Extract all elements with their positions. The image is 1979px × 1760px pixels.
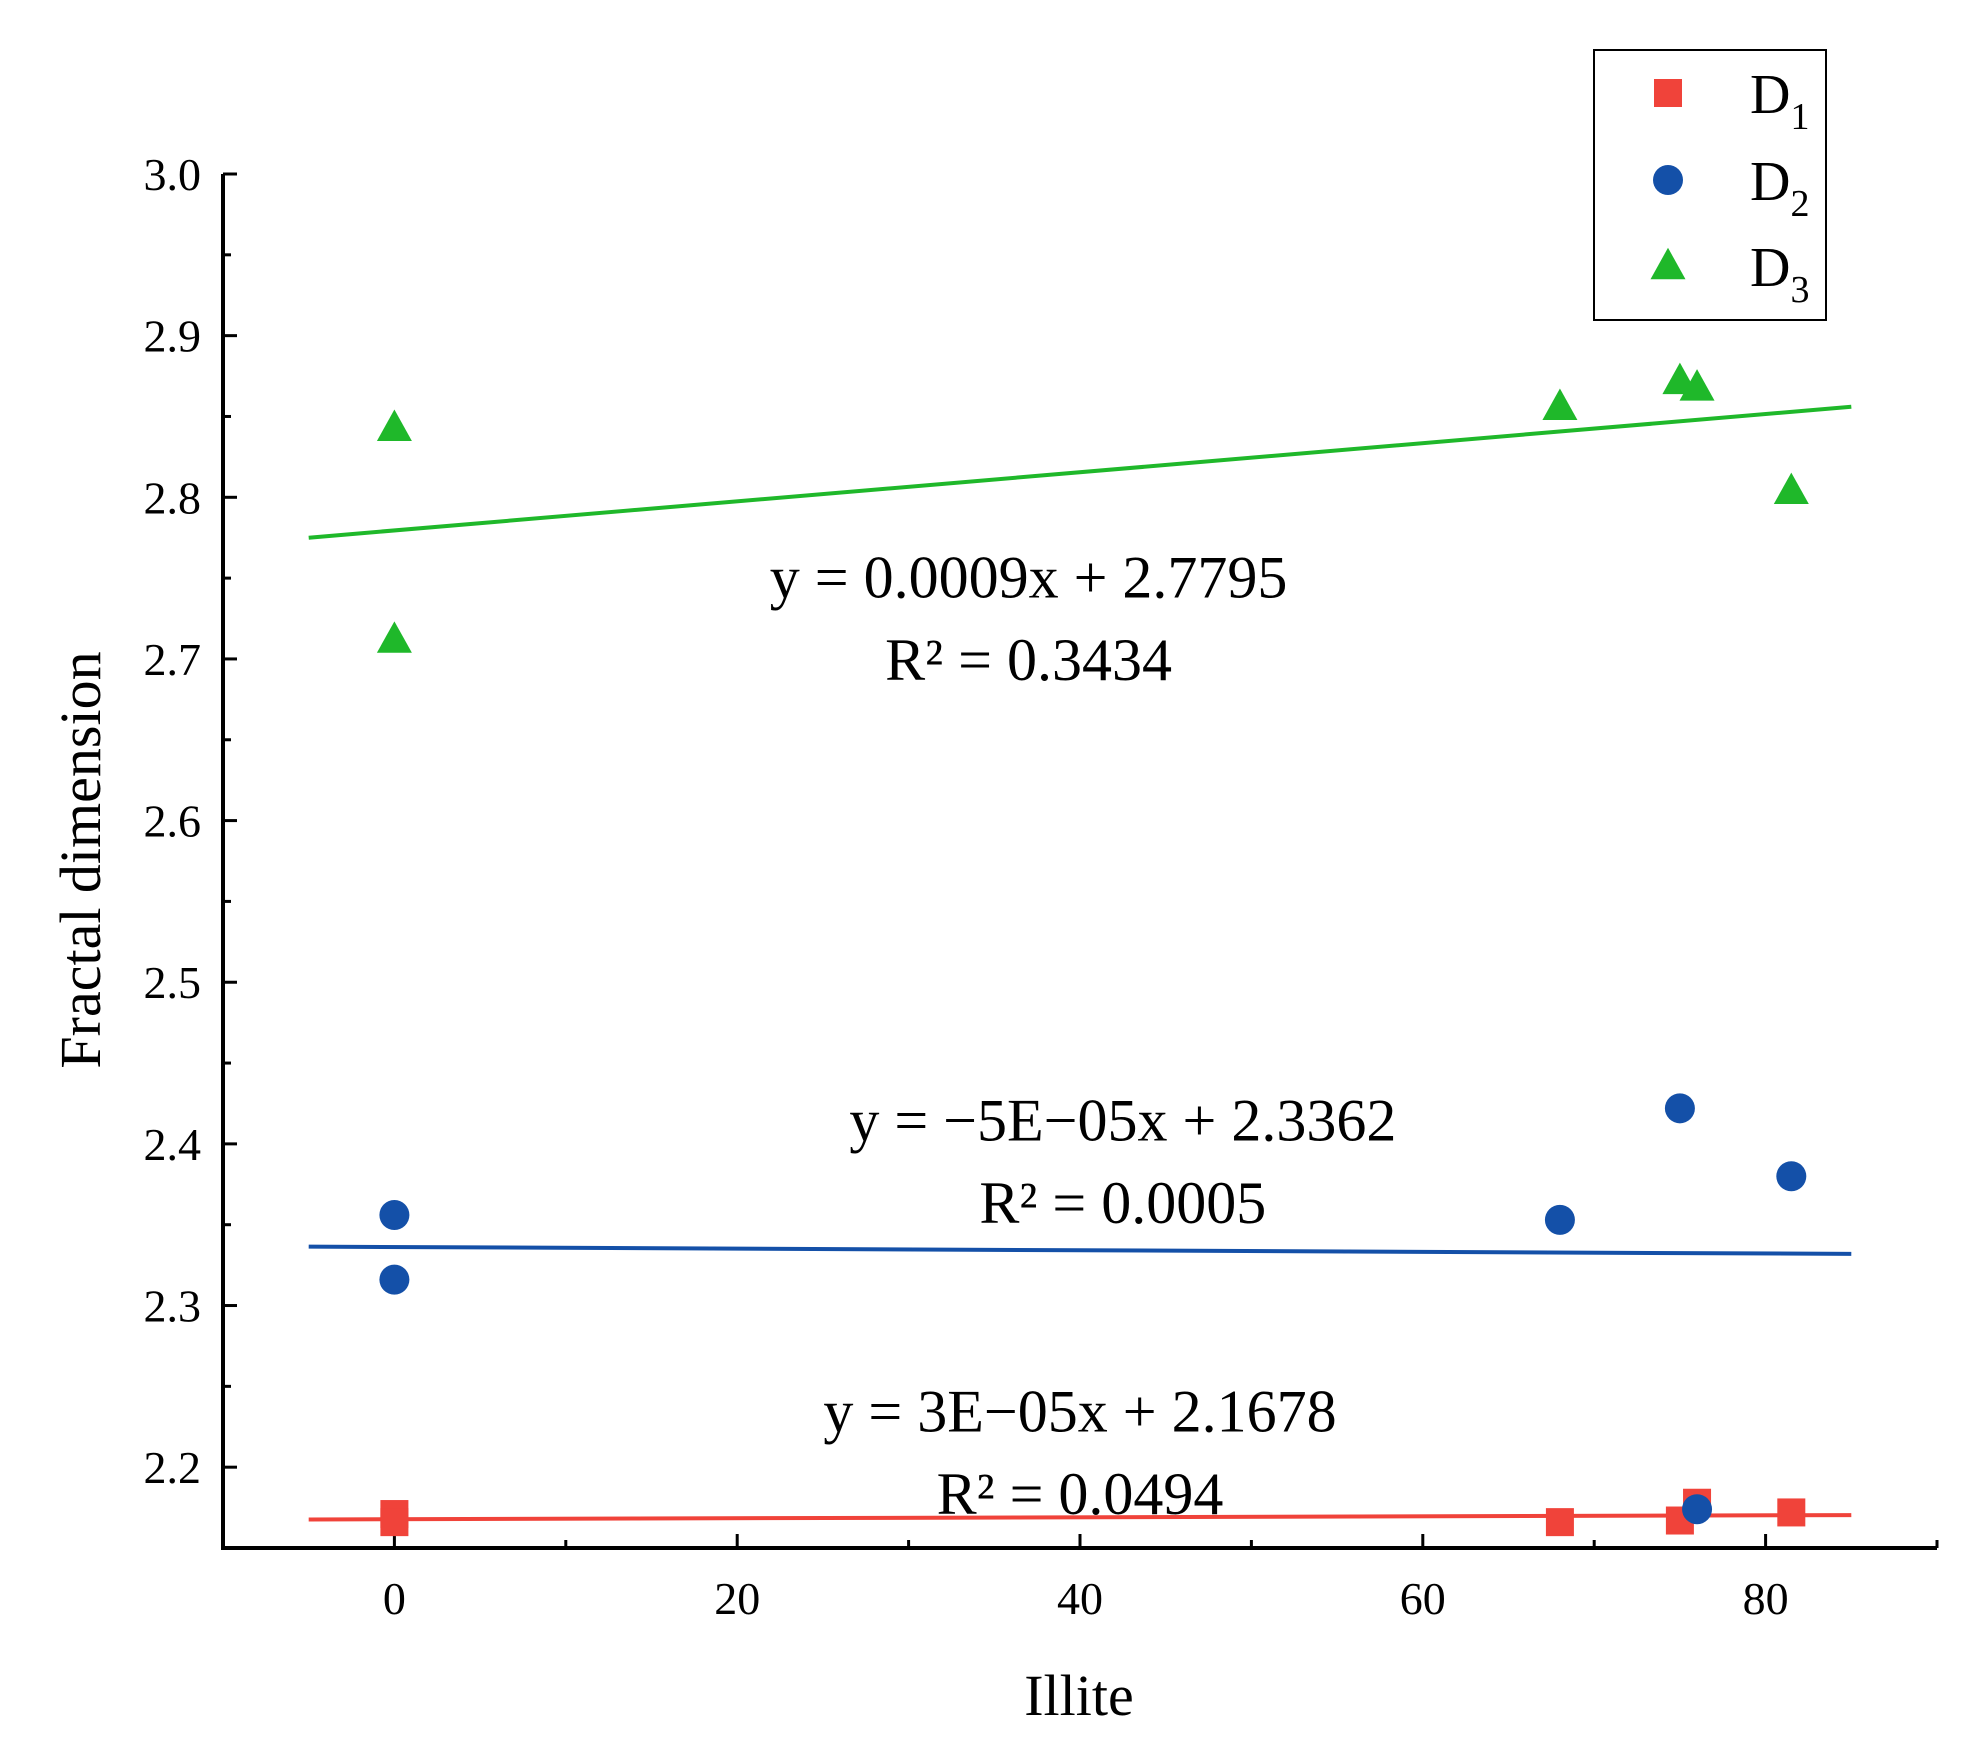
legend-marker-d1 (1654, 79, 1682, 107)
point-d3 (1542, 388, 1578, 421)
fit-equation-d3: y = 0.0009x + 2.7795 (770, 545, 1288, 611)
legend-subscript: 1 (1790, 96, 1809, 138)
legend-marker-d3 (1650, 247, 1686, 280)
fit-line-d2 (308, 1244, 1852, 1256)
fit-equation-d1: y = 3E−05x + 2.1678 (823, 1379, 1336, 1445)
point-d2 (379, 1264, 410, 1295)
y-tick-label: 2.5 (144, 957, 202, 1008)
x-ticks: 0 20 40 60 80 (383, 1534, 1939, 1624)
x-tick-label: 60 (1400, 1573, 1446, 1624)
point-d3 (376, 621, 412, 653)
x-tick-label: 0 (383, 1573, 406, 1624)
y-tick-label: 2.9 (144, 311, 202, 362)
fit-r2-d2: R² = 0.0005 (979, 1170, 1266, 1236)
fit-lines (308, 404, 1852, 1522)
point-d2 (1544, 1204, 1575, 1235)
point-d3 (1773, 472, 1809, 505)
fit-line-d1 (308, 1513, 1852, 1522)
fit-equation-d2: y = −5E−05x + 2.3362 (849, 1088, 1396, 1154)
point-d1 (380, 1508, 409, 1537)
y-tick-label: 2.2 (144, 1442, 202, 1493)
x-tick-label: 80 (1743, 1573, 1789, 1624)
point-d1 (1545, 1508, 1574, 1537)
fit-line-d3 (308, 404, 1852, 540)
y-tick-label: 2.8 (144, 472, 202, 523)
legend-box (1593, 49, 1827, 321)
legend-subscript: 3 (1790, 269, 1809, 311)
point-d2 (379, 1200, 410, 1231)
point-d2 (1776, 1161, 1807, 1192)
y-tick-label: 2.4 (144, 1119, 202, 1170)
legend-label-d2: D2 (1750, 151, 1809, 225)
fit-r2-d1: R² = 0.0494 (937, 1461, 1224, 1527)
y-ticks: 2.2 2.3 2.4 2.5 2.6 2.7 2.8 2.9 3.0 (144, 149, 237, 1493)
legend-subscript: 2 (1790, 183, 1809, 225)
point-d2 (1664, 1093, 1695, 1124)
y-tick-label: 3.0 (144, 149, 202, 200)
x-tick-label: 20 (714, 1573, 760, 1624)
point-d3 (376, 409, 412, 442)
legend-label-d3: D3 (1750, 237, 1809, 311)
x-tick-label: 40 (1057, 1573, 1103, 1624)
y-tick-label: 2.3 (144, 1281, 202, 1332)
y-axis-title: Fractal dimension (48, 651, 113, 1068)
y-tick-label: 2.6 (144, 796, 202, 847)
point-d1 (1777, 1498, 1806, 1527)
point-d2 (1682, 1494, 1713, 1525)
legend-marker-d2 (1653, 165, 1683, 195)
fit-equations: y = 3E−05x + 2.1678 R² = 0.0494 y = −5E−05… (770, 545, 1397, 1528)
fit-r2-d3: R² = 0.3434 (885, 627, 1172, 693)
y-tick-label: 2.7 (144, 634, 202, 685)
data-points (376, 362, 1809, 1537)
point-d3 (1679, 369, 1715, 401)
x-axis-title: Illite (1024, 1663, 1134, 1728)
